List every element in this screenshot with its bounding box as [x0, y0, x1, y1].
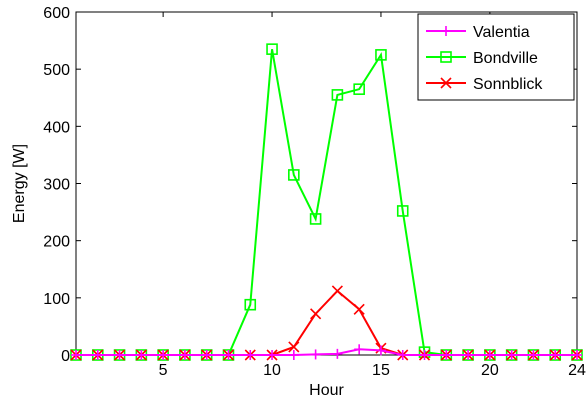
y-axis-label: Energy [W]	[11, 144, 28, 223]
x-axis-label: Hour	[309, 382, 344, 399]
y-tick-label: 300	[43, 177, 70, 194]
y-tick-label: 400	[43, 119, 70, 136]
x-tick-label: 5	[159, 362, 168, 379]
x-tick-label: 10	[263, 362, 281, 379]
legend-label: Sonnblick	[473, 76, 543, 93]
y-tick-label: 200	[43, 234, 70, 251]
legend-label: Valentia	[473, 24, 530, 41]
legend-label: Bondville	[473, 50, 538, 67]
x-tick-label: 24	[568, 362, 586, 379]
y-tick-label: 500	[43, 62, 70, 79]
legend: Valentia Bondville Sonnblick	[418, 14, 574, 100]
x-tick-label: 20	[481, 362, 499, 379]
y-tick-label: 0	[61, 348, 70, 365]
x-tick-label: 15	[372, 362, 390, 379]
y-tick-label: 600	[43, 5, 70, 22]
y-tick-label: 100	[43, 291, 70, 308]
